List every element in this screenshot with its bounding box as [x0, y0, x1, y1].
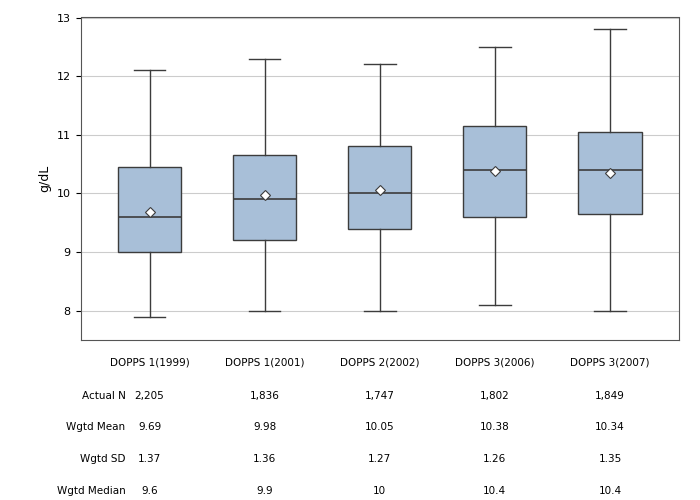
Text: 10.4: 10.4 [598, 486, 622, 496]
Text: DOPPS 2(2002): DOPPS 2(2002) [340, 357, 419, 367]
Text: 9.9: 9.9 [256, 486, 273, 496]
Text: 1.35: 1.35 [598, 454, 622, 464]
Text: Wgtd Median: Wgtd Median [57, 486, 125, 496]
Text: 10.05: 10.05 [365, 422, 395, 432]
PathPatch shape [118, 167, 181, 252]
Text: 1.37: 1.37 [138, 454, 161, 464]
Text: DOPPS 3(2007): DOPPS 3(2007) [570, 357, 650, 367]
Text: 2,205: 2,205 [134, 390, 164, 400]
Text: DOPPS 1(2001): DOPPS 1(2001) [225, 357, 304, 367]
Text: 1.36: 1.36 [253, 454, 276, 464]
Text: 1,747: 1,747 [365, 390, 395, 400]
Text: 10.34: 10.34 [595, 422, 625, 432]
Text: Wgtd Mean: Wgtd Mean [66, 422, 125, 432]
PathPatch shape [348, 146, 412, 228]
Text: 1,802: 1,802 [480, 390, 510, 400]
Text: 1.26: 1.26 [483, 454, 507, 464]
PathPatch shape [463, 126, 526, 217]
Text: 9.98: 9.98 [253, 422, 276, 432]
Text: 10.38: 10.38 [480, 422, 510, 432]
Text: 9.69: 9.69 [138, 422, 161, 432]
Text: DOPPS 1(1999): DOPPS 1(1999) [110, 357, 190, 367]
PathPatch shape [578, 132, 642, 214]
Text: 1,836: 1,836 [250, 390, 279, 400]
Y-axis label: g/dL: g/dL [38, 165, 51, 192]
Text: 9.6: 9.6 [141, 486, 158, 496]
Text: 10.4: 10.4 [483, 486, 506, 496]
Text: 10: 10 [373, 486, 386, 496]
Text: Wgtd SD: Wgtd SD [80, 454, 125, 464]
Text: 1.27: 1.27 [368, 454, 391, 464]
Text: DOPPS 3(2006): DOPPS 3(2006) [455, 357, 535, 367]
Text: 1,849: 1,849 [595, 390, 625, 400]
Text: Actual N: Actual N [82, 390, 125, 400]
PathPatch shape [233, 156, 296, 240]
